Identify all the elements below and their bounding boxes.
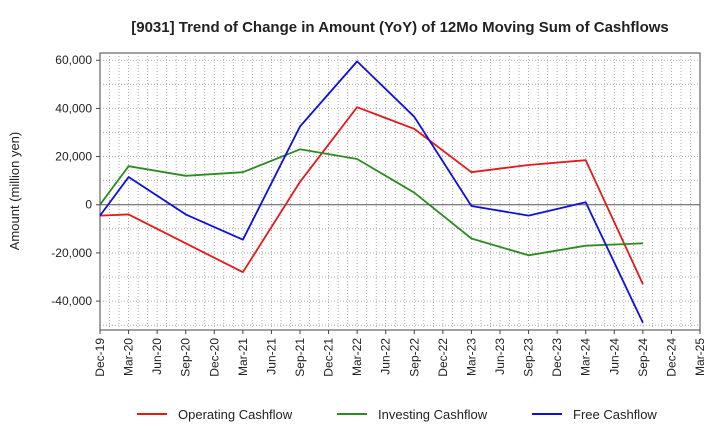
x-tick-label: Sep-24 — [636, 338, 650, 377]
x-tick-label: Mar-20 — [122, 338, 136, 376]
y-tick-label: -40,000 — [51, 294, 92, 308]
x-tick-label: Mar-23 — [464, 338, 478, 376]
x-tick-label: Mar-21 — [236, 338, 250, 376]
x-tick-label: Dec-24 — [664, 338, 678, 377]
y-tick-label: 0 — [85, 198, 92, 212]
investing-cashflow-line — [99, 148, 643, 257]
y-axis-label: Amount (million yen) — [7, 132, 22, 251]
chart-title: [9031] Trend of Change in Amount (YoY) o… — [131, 19, 669, 36]
x-tick-label: Dec-20 — [207, 338, 221, 377]
y-tick-label: 40,000 — [55, 101, 92, 115]
x-tick-label: Jun-20 — [150, 338, 164, 375]
x-tick-label: Sep-23 — [522, 338, 536, 377]
investing-cashflow-legend-label: Investing Cashflow — [378, 407, 488, 422]
y-axis-ticks: 60,000 40,000 20,000 0 -20,000 -40,000 — [51, 53, 100, 308]
y-tick-label: -20,000 — [51, 246, 92, 260]
x-tick-label: Jun-21 — [264, 338, 278, 375]
x-tick-label: Mar-24 — [579, 338, 593, 376]
x-tick-label: Sep-21 — [293, 338, 307, 377]
operating-cashflow-legend-label: Operating Cashflow — [178, 407, 293, 422]
free-cashflow-line — [99, 60, 644, 324]
plot-frame — [99, 52, 701, 331]
y-tick-label: 20,000 — [55, 150, 92, 164]
plot-area — [99, 52, 701, 331]
series-lines — [99, 60, 644, 324]
x-tick-label: Sep-22 — [407, 338, 421, 377]
x-tick-label: Sep-20 — [179, 338, 193, 377]
free-cashflow-legend-label: Free Cashflow — [573, 407, 657, 422]
x-tick-label: Mar-22 — [350, 338, 364, 376]
x-tick-label: Dec-22 — [436, 338, 450, 377]
x-tick-label: Jun-23 — [493, 338, 507, 375]
operating-cashflow-line — [99, 106, 644, 285]
legend: Operating Cashflow Investing Cashflow Free… — [137, 407, 657, 422]
x-tick-label: Mar-25 — [693, 338, 707, 376]
x-tick-label: Dec-21 — [322, 338, 336, 377]
x-tick-label: Dec-19 — [93, 338, 107, 377]
x-tick-label: Jun-22 — [379, 338, 393, 375]
x-tick-label: Jun-24 — [607, 338, 621, 375]
x-tick-label: Dec-23 — [550, 338, 564, 377]
y-tick-label: 60,000 — [55, 53, 92, 67]
x-axis-ticks: Dec-19 Mar-20 Jun-20 Sep-20 Dec-20 Mar-21 Jun-… — [93, 330, 707, 377]
